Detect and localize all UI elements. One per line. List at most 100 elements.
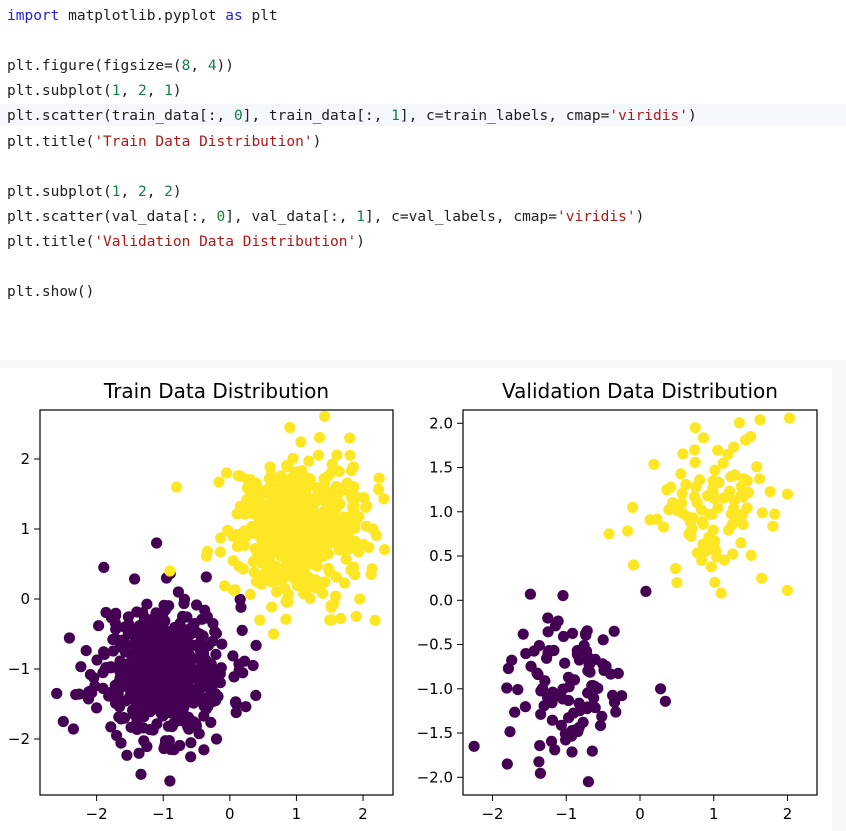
scatter-point bbox=[339, 577, 351, 589]
subplot-1: Train Data Distribution −2 −1 0 1 2 −2 −1 0 1 2 bbox=[8, 379, 394, 823]
scatter-point bbox=[142, 632, 154, 644]
scatter-point bbox=[354, 593, 366, 605]
code-line[interactable]: plt.title('Validation Data Distribution'… bbox=[7, 232, 365, 252]
scatter-point bbox=[197, 651, 209, 663]
scatter-point bbox=[557, 590, 569, 602]
scatter-point bbox=[84, 669, 96, 681]
scatter-point bbox=[659, 695, 672, 707]
code-line[interactable]: plt.scatter(val_data[:, 0], val_data[:, … bbox=[7, 207, 644, 227]
scatter-point bbox=[138, 711, 150, 723]
code-token: , bbox=[120, 183, 138, 200]
scatter-point bbox=[133, 747, 145, 759]
scatter-point bbox=[285, 564, 297, 576]
scatter-point bbox=[708, 542, 720, 554]
code-token: plt.title( bbox=[7, 133, 95, 150]
scatter-point bbox=[340, 553, 352, 565]
scatter-point bbox=[118, 634, 130, 646]
code-token: 4 bbox=[207, 58, 217, 75]
code-token: plt.title( bbox=[7, 233, 95, 250]
code-token: plt.subplot( bbox=[7, 83, 112, 100]
scatter-point bbox=[573, 697, 585, 709]
scatter-point bbox=[689, 491, 701, 503]
scatter-point bbox=[250, 575, 262, 588]
scatter-point bbox=[284, 421, 296, 434]
scatter-point bbox=[157, 611, 169, 623]
scatter-point bbox=[207, 695, 219, 707]
scatter-point bbox=[140, 649, 152, 661]
scatter-point bbox=[336, 532, 348, 544]
scatter-point bbox=[713, 476, 725, 489]
scatter-point bbox=[563, 681, 575, 693]
scatter-point bbox=[557, 693, 569, 705]
scatter-point bbox=[111, 729, 123, 742]
scatter-point bbox=[157, 679, 169, 691]
scatter-point bbox=[230, 696, 242, 708]
scatter-point bbox=[676, 487, 688, 500]
axes-frame bbox=[462, 409, 818, 796]
scatter-point bbox=[174, 739, 186, 752]
scatter-point bbox=[378, 544, 391, 556]
scatter-point bbox=[525, 660, 537, 672]
scatter-point bbox=[712, 502, 724, 514]
code-cell[interactable]: import matplotlib.pyplot as plt plt.figur… bbox=[0, 0, 846, 352]
scatter-point bbox=[129, 573, 141, 585]
code-line[interactable]: plt.subplot(1, 2, 2) bbox=[7, 182, 182, 202]
y-tick-label: −2 bbox=[8, 730, 30, 748]
y-tick-label: 2.0 bbox=[429, 414, 453, 432]
x-tick-label: 2 bbox=[358, 805, 368, 823]
scatter-point bbox=[373, 472, 385, 484]
scatter-point bbox=[331, 449, 343, 461]
scatter-point bbox=[622, 525, 634, 537]
scatter-point bbox=[233, 537, 245, 549]
code-line[interactable]: plt.title('Train Data Distribution') bbox=[7, 132, 321, 152]
scatter-point bbox=[135, 768, 147, 780]
scatter-point bbox=[351, 491, 363, 504]
scatter-point bbox=[232, 470, 244, 482]
code-line[interactable]: plt.figure(figsize=(8, 4)) bbox=[7, 56, 234, 76]
scatter-point bbox=[363, 541, 375, 553]
scatter-point bbox=[109, 617, 121, 629]
scatter-point bbox=[607, 689, 619, 701]
scatter-point bbox=[288, 504, 300, 517]
chart-title: Train Data Distribution bbox=[103, 379, 329, 403]
scatter-point bbox=[281, 460, 293, 472]
scatter-point bbox=[534, 740, 546, 752]
scatter-point bbox=[193, 664, 205, 676]
scatter-point bbox=[204, 678, 216, 690]
code-line[interactable]: plt.show() bbox=[7, 282, 94, 302]
scatter-point bbox=[93, 620, 105, 632]
scatter-point bbox=[98, 561, 110, 573]
code-token: plt.scatter(train_data[:, bbox=[7, 108, 234, 125]
scatter-point bbox=[745, 549, 757, 561]
scatter-point bbox=[280, 613, 292, 625]
code-token: plt.scatter(val_data[:, bbox=[7, 208, 217, 225]
scatter-point bbox=[261, 504, 273, 516]
scatter-point bbox=[578, 639, 590, 652]
scatter-point bbox=[728, 494, 740, 507]
scatter-point bbox=[215, 662, 227, 674]
scatter-point bbox=[745, 431, 757, 443]
scatter-point bbox=[545, 735, 558, 747]
scatter-point bbox=[219, 580, 231, 592]
scatter-point bbox=[546, 714, 559, 726]
scatter-point bbox=[107, 645, 119, 657]
code-line[interactable]: import matplotlib.pyplot as plt bbox=[7, 6, 278, 26]
scatter-point bbox=[185, 693, 197, 705]
scatter-point bbox=[152, 628, 164, 640]
code-token: ) bbox=[312, 133, 322, 150]
scatter-point bbox=[317, 541, 329, 553]
scatter-point bbox=[236, 624, 248, 636]
scatter-point bbox=[542, 692, 554, 704]
scatter-point bbox=[562, 671, 575, 683]
scatter-point bbox=[334, 498, 346, 510]
scatter-point bbox=[67, 723, 79, 735]
scatter-point bbox=[648, 458, 660, 470]
scatter-point bbox=[239, 655, 251, 667]
scatter-point bbox=[323, 566, 336, 578]
code-line[interactable]: plt.subplot(1, 2, 1) bbox=[7, 81, 182, 101]
scatter-point bbox=[616, 690, 628, 702]
scatter-point bbox=[244, 588, 256, 600]
scatter-point bbox=[80, 645, 92, 657]
code-line[interactable]: plt.scatter(train_data[:, 0], train_data… bbox=[7, 106, 697, 126]
code-token: as bbox=[225, 8, 243, 24]
